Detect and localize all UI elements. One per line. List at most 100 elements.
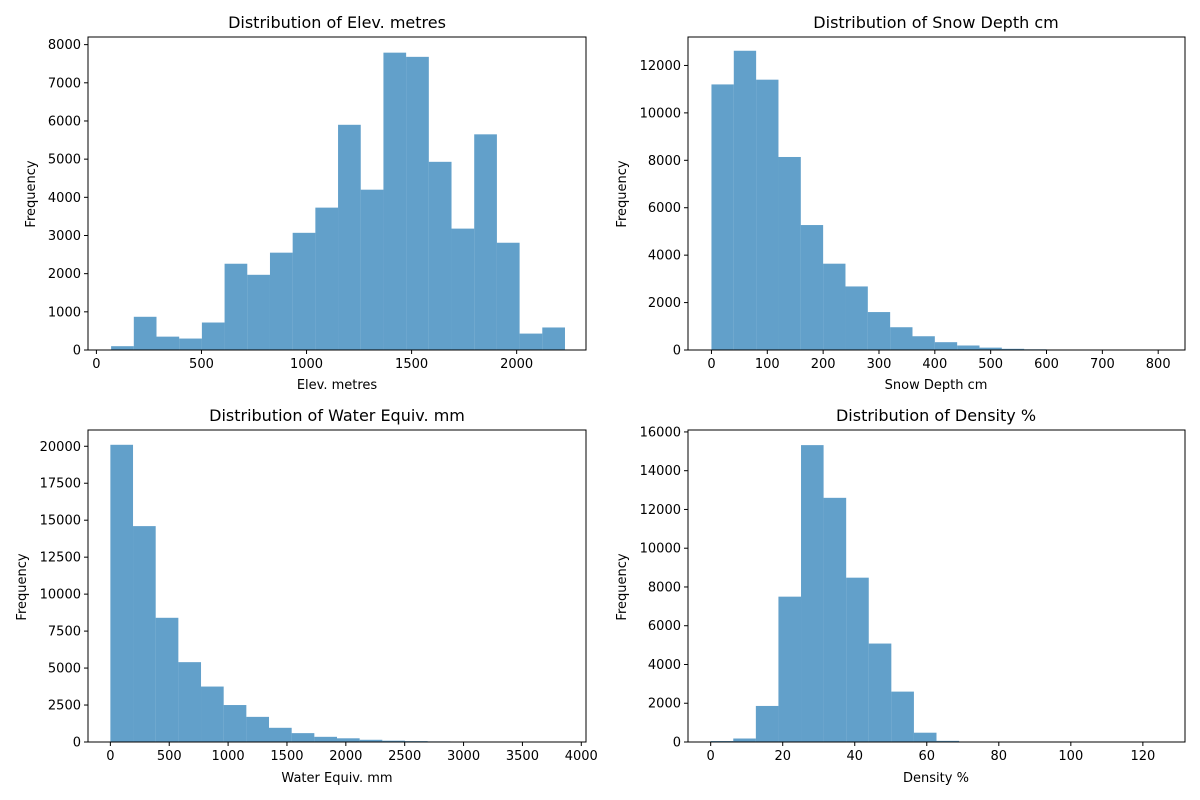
- density-histogram-panel: Distribution of Density % Density % Freq…: [615, 406, 1186, 786]
- density-chart-title: Distribution of Density %: [836, 406, 1036, 425]
- elevation-y-tick-label: 0: [73, 344, 81, 359]
- snow-depth-x-tick-label: 300: [867, 357, 892, 372]
- elevation-y-tick-label: 3000: [48, 229, 81, 244]
- water-equiv-histogram-bar: [382, 740, 405, 742]
- snow-depth-plot-frame: [687, 36, 1186, 351]
- elevation-y-tick-label: 6000: [48, 114, 81, 129]
- water-equiv-x-tick-label: 1500: [270, 749, 303, 764]
- water-equiv-y-tick-label: 12500: [40, 551, 81, 566]
- water-equiv-x-tick-label: 2500: [388, 749, 421, 764]
- elevation-y-tick-label: 7000: [48, 76, 81, 91]
- snow-depth-x-tick-label: 200: [811, 357, 836, 372]
- snow-depth-y-tick-label: 10000: [640, 106, 681, 121]
- snow-depth-y-tick-label: 2000: [648, 296, 681, 311]
- snow-depth-histogram-bar: [890, 327, 913, 350]
- water-equiv-histogram-bar: [133, 526, 156, 742]
- elevation-histogram-bar: [519, 333, 543, 350]
- density-x-tick-label: 60: [919, 749, 936, 764]
- elevation-histogram-bar: [133, 316, 157, 350]
- density-histogram-bar: [891, 691, 914, 742]
- density-x-axis-label: Density %: [903, 771, 969, 786]
- elevation-x-tick-label: 1000: [290, 357, 323, 372]
- elevation-y-tick-label: 8000: [48, 38, 81, 53]
- water-equiv-histogram-bar: [178, 662, 202, 742]
- density-y-tick-label: 10000: [640, 542, 681, 557]
- elevation-x-tick-label: 1500: [395, 357, 428, 372]
- water-equiv-x-axis-label: Water Equiv. mm: [281, 771, 392, 786]
- density-y-tick-label: 14000: [640, 464, 681, 479]
- elevation-plot-frame: [87, 36, 587, 351]
- elevation-histogram-bar: [428, 161, 452, 350]
- water-equiv-y-tick-label: 5000: [48, 662, 81, 677]
- water-equiv-histogram-bar: [269, 727, 292, 742]
- snow-depth-y-axis-label: Frequency: [615, 160, 630, 227]
- density-y-tick-label: 16000: [640, 425, 681, 440]
- density-histogram-bar: [823, 497, 847, 742]
- snow-depth-x-tick-label: 700: [1090, 357, 1115, 372]
- snow-depth-x-tick-label: 500: [978, 357, 1003, 372]
- water-equiv-x-tick-label: 4000: [565, 749, 598, 764]
- elevation-histogram-bar: [338, 124, 361, 350]
- elevation-histogram-bar: [269, 252, 293, 350]
- water-equiv-x-tick-label: 3000: [447, 749, 480, 764]
- elevation-y-tick-label: 5000: [48, 153, 81, 168]
- elevation-histogram-bar: [360, 189, 384, 350]
- snow-depth-x-tick-label: 800: [1146, 357, 1171, 372]
- water-equiv-y-tick-label: 15000: [40, 514, 81, 529]
- elevation-y-axis-label: Frequency: [24, 160, 39, 227]
- elevation-x-tick-label: 500: [189, 357, 214, 372]
- water-equiv-histogram-bar: [155, 617, 179, 742]
- water-equiv-histogram-bar: [337, 738, 360, 742]
- water-equiv-histogram-bar: [110, 444, 134, 742]
- water-equiv-x-tick-label: 0: [106, 749, 114, 764]
- water-equiv-y-tick-label: 2500: [48, 699, 81, 714]
- snow-depth-histogram-bar: [934, 342, 958, 350]
- density-x-tick-label: 80: [991, 749, 1008, 764]
- snow-depth-y-tick-label: 8000: [648, 154, 681, 169]
- elevation-chart-title: Distribution of Elev. metres: [228, 13, 446, 32]
- elevation-x-axis-label: Elev. metres: [297, 378, 378, 393]
- water-equiv-y-tick-label: 0: [73, 736, 81, 751]
- snow-depth-y-tick-label: 12000: [640, 59, 681, 74]
- water-equiv-histogram-bar: [359, 739, 383, 742]
- density-histogram-bar: [733, 738, 756, 742]
- elevation-histogram-bar: [247, 274, 270, 350]
- snow-depth-histogram-bar: [778, 156, 801, 350]
- density-x-tick-label: 20: [774, 749, 791, 764]
- density-histogram-bar: [755, 705, 779, 742]
- density-histogram-bar: [936, 740, 960, 742]
- snow-depth-histogram-bar: [912, 336, 935, 350]
- elevation-histogram-bar: [111, 346, 134, 350]
- density-y-tick-label: 4000: [648, 658, 681, 673]
- snow-depth-histogram-bar: [800, 225, 824, 350]
- water-equiv-histogram-bar: [246, 716, 270, 742]
- water-equiv-histogram-bar: [223, 705, 247, 742]
- snow-depth-histogram-bar: [711, 84, 734, 350]
- elevation-y-tick-label: 4000: [48, 191, 81, 206]
- density-histogram-bar: [801, 445, 824, 742]
- elevation-histogram-bar: [292, 232, 316, 350]
- elevation-histogram-bar: [383, 52, 407, 351]
- density-x-tick-label: 100: [1058, 749, 1083, 764]
- density-y-tick-label: 6000: [648, 619, 681, 634]
- snow-depth-x-axis-label: Snow Depth cm: [885, 378, 988, 393]
- density-y-tick-label: 0: [673, 736, 681, 751]
- elevation-x-tick-label: 0: [92, 357, 100, 372]
- elevation-histogram-bar: [179, 338, 202, 350]
- elevation-y-tick-label: 1000: [48, 305, 81, 320]
- water-equiv-x-tick-label: 2000: [329, 749, 362, 764]
- water-equiv-y-axis-label: Frequency: [15, 553, 30, 620]
- density-plot-frame: [687, 429, 1186, 743]
- density-y-tick-label: 8000: [648, 580, 681, 595]
- snow-depth-y-tick-label: 0: [673, 344, 681, 359]
- density-histogram-bar: [868, 643, 892, 742]
- snow-depth-y-tick-label: 6000: [648, 201, 681, 216]
- water-equiv-histogram-bar: [314, 736, 337, 742]
- water-equiv-y-tick-label: 7500: [48, 625, 81, 640]
- density-histogram-bar: [913, 732, 937, 742]
- elevation-histogram-panel: Distribution of Elev. metres Elev. metre…: [24, 13, 587, 393]
- snow-depth-x-tick-label: 400: [922, 357, 947, 372]
- water-equiv-x-tick-label: 500: [157, 749, 182, 764]
- water-equiv-histogram-bar: [201, 686, 224, 742]
